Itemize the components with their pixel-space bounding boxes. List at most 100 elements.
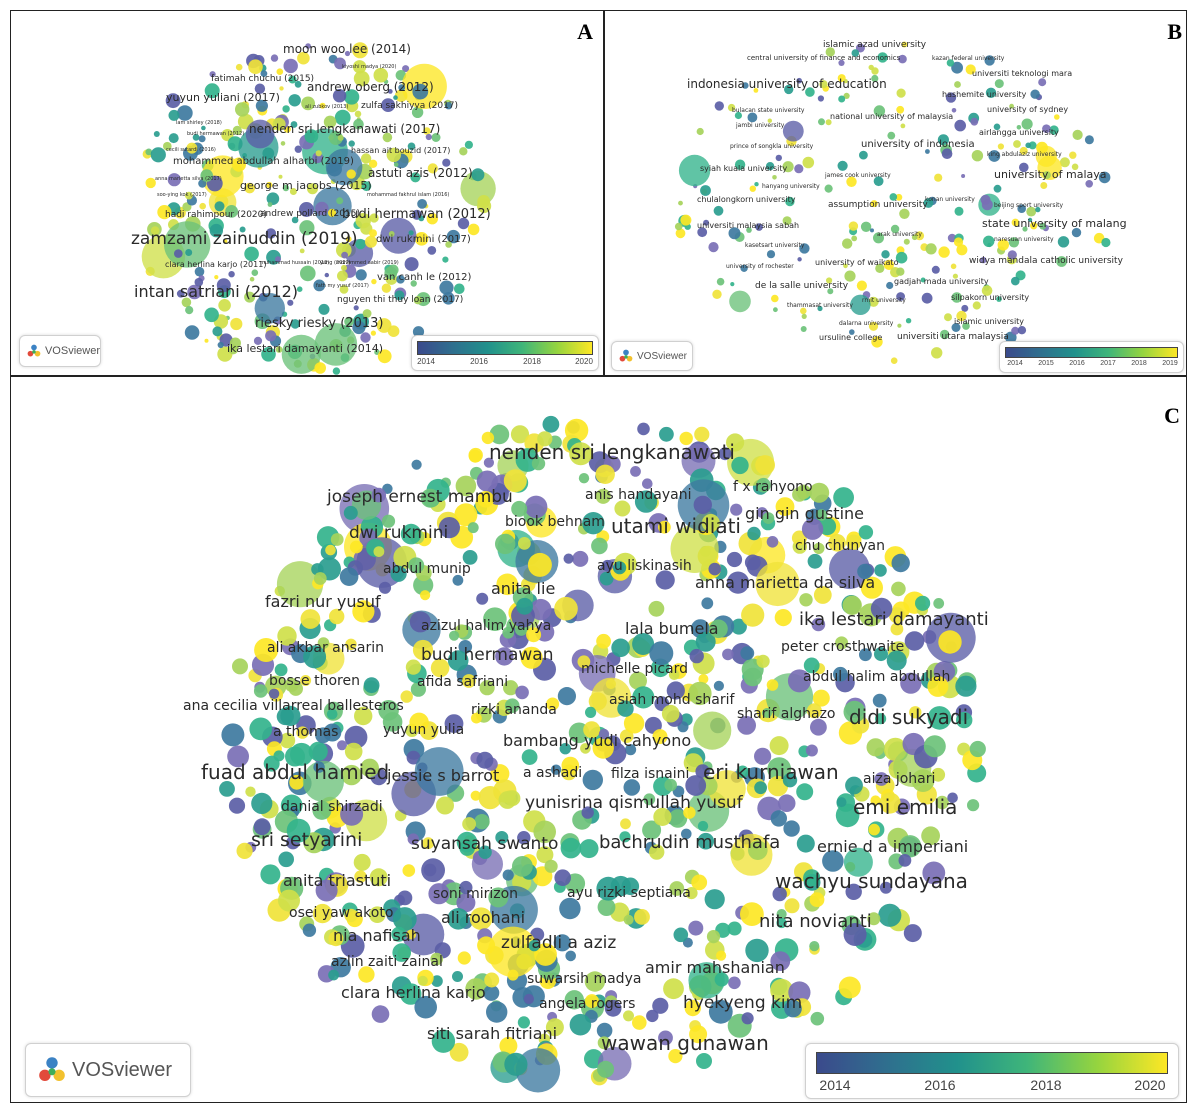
network-node[interactable] [668,669,680,680]
network-node[interactable] [557,687,577,706]
network-node[interactable] [822,850,844,872]
network-node[interactable] [523,993,535,1005]
network-node[interactable] [921,826,940,846]
network-node[interactable] [185,249,193,256]
network-node[interactable] [334,109,351,126]
network-node[interactable] [621,877,640,896]
network-node[interactable] [969,740,986,758]
network-node[interactable] [323,115,337,129]
network-node[interactable] [1071,227,1082,238]
network-node[interactable] [873,232,884,244]
network-node[interactable] [476,751,494,769]
network-node[interactable] [392,907,417,931]
network-node[interactable] [452,574,464,586]
node-label[interactable]: aiza johari [863,771,935,787]
network-node[interactable] [874,772,889,786]
network-node[interactable] [776,917,787,929]
network-node[interactable] [582,769,603,791]
network-node[interactable] [970,117,979,126]
network-node[interactable] [740,902,764,926]
node-label[interactable]: soo-ying kok (2017) [157,192,207,198]
network-node[interactable] [296,726,309,739]
node-label[interactable]: konan university [925,196,975,203]
node-label[interactable]: james cook university [824,172,891,179]
node-label[interactable]: nguyen thi thuy loan (2017) [337,295,463,305]
network-node[interactable] [951,292,963,303]
network-node[interactable] [300,609,321,629]
node-label[interactable]: dwi rukmini [349,523,448,543]
network-node[interactable] [983,235,995,247]
network-node[interactable] [785,196,795,207]
network-node[interactable] [1042,171,1051,180]
network-node[interactable] [301,96,315,111]
network-node[interactable] [871,74,879,83]
network-node[interactable] [796,484,811,500]
network-node[interactable] [817,305,823,312]
node-label[interactable]: michelle picard [581,661,688,677]
network-node[interactable] [835,803,860,828]
network-node[interactable] [828,534,846,552]
network-node[interactable] [842,595,862,615]
node-label[interactable]: didi sukyadi [849,705,968,729]
network-node[interactable] [431,133,441,142]
network-node[interactable] [409,712,429,732]
network-node[interactable] [927,675,949,697]
node-label[interactable]: yunisrina qismullah yusuf [525,793,744,813]
network-node[interactable] [545,1018,564,1037]
network-node[interactable] [1008,237,1020,248]
network-node[interactable] [326,708,338,720]
network-node[interactable] [345,236,352,243]
network-node[interactable] [515,1048,561,1093]
network-node[interactable] [344,316,354,327]
network-node[interactable] [313,186,352,226]
node-label[interactable]: suyansah swanto [411,834,558,854]
node-label[interactable]: a thomas [273,724,338,740]
network-node[interactable] [227,745,250,768]
network-node[interactable] [889,607,906,624]
node-label[interactable]: nenden sri lengkanawati [489,440,735,464]
network-node[interactable] [579,839,599,859]
network-node[interactable] [524,495,548,519]
node-label[interactable]: ali akbar ansarin [267,640,384,656]
network-node[interactable] [290,319,301,329]
network-node[interactable] [708,562,722,576]
vosviewer-brand[interactable]: VOSviewer [611,341,693,371]
node-label[interactable]: yuyun yuliani (2017) [166,91,280,104]
network-node[interactable] [903,238,910,245]
network-node[interactable] [353,70,370,87]
network-node[interactable] [412,83,429,100]
network-node[interactable] [870,597,893,620]
network-node[interactable] [870,200,878,208]
network-node[interactable] [381,283,392,293]
network-node[interactable] [685,887,698,900]
network-node[interactable] [348,140,355,147]
network-node[interactable] [1036,141,1048,154]
network-node[interactable] [653,807,672,826]
network-node[interactable] [1071,163,1079,171]
node-label[interactable]: budi hermawan (2012) [342,207,491,222]
network-node[interactable] [447,908,470,930]
network-node[interactable] [890,224,900,234]
network-node[interactable] [299,202,314,217]
network-node[interactable] [369,213,379,223]
node-label[interactable]: university of waikato [815,258,899,267]
node-label[interactable]: chulalongkorn university [697,195,796,204]
node-label[interactable]: university of indonesia [861,139,975,150]
network-node[interactable] [290,121,298,128]
network-node[interactable] [231,157,246,172]
network-node[interactable] [467,223,480,236]
network-node[interactable] [1072,129,1083,140]
network-node[interactable] [209,71,216,78]
network-node[interactable] [504,698,520,713]
network-node[interactable] [741,603,765,627]
node-label[interactable]: fazri nur yusuf [265,592,381,611]
node-label[interactable]: sri setyarini [251,829,362,851]
network-node[interactable] [843,847,873,877]
node-label[interactable]: mohammad fakhrul islam (2016) [367,192,449,198]
network-node[interactable] [695,631,716,652]
network-node[interactable] [859,150,868,160]
network-node[interactable] [521,749,538,765]
network-node[interactable] [1069,151,1077,159]
node-label[interactable]: central university of finance and econom… [747,54,901,62]
network-node[interactable] [462,674,476,688]
